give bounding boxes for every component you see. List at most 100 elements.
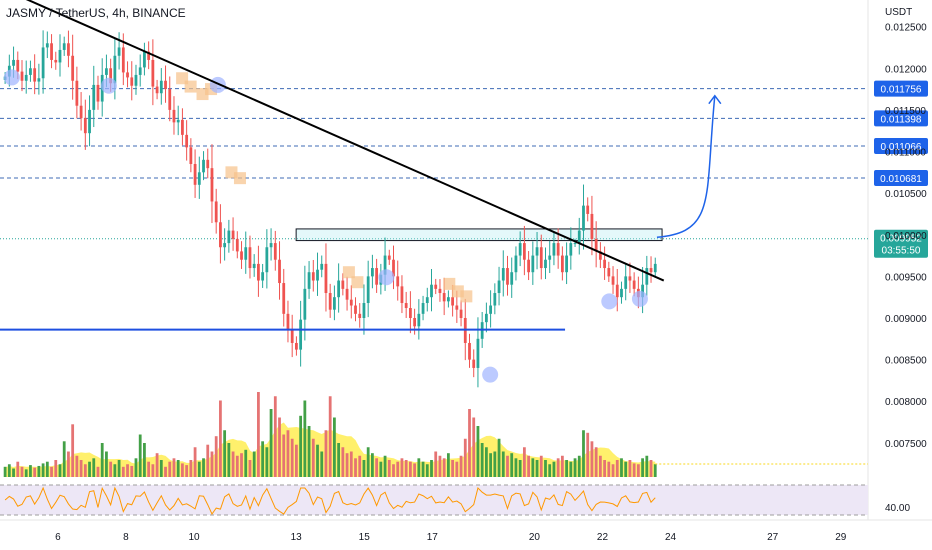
candle-body [358, 313, 362, 318]
volume-bar [92, 458, 96, 477]
candle-body [328, 293, 332, 310]
pattern-square-marker [184, 80, 197, 93]
candle-body [109, 68, 113, 84]
candle-body [261, 272, 265, 281]
volume-bar [514, 458, 518, 477]
candle-body [586, 205, 590, 214]
horizontal-levels[interactable]: 0.011756 0.011398 0.011066 0.010681 0.009952… [0, 80, 928, 258]
candle-body [552, 243, 556, 256]
volume-bar [560, 455, 564, 477]
volume-bar [552, 461, 556, 477]
volume-bar [518, 460, 522, 477]
volume-bar [197, 461, 201, 477]
volume-bar [202, 458, 205, 477]
candle-body [493, 293, 497, 306]
price-tick-label: 0.011000 [885, 148, 926, 159]
volume-bar [590, 441, 594, 477]
volume-bar [358, 455, 362, 477]
pattern-square-marker [233, 172, 246, 185]
volume-bar [7, 464, 11, 477]
price-axis[interactable]: 0.012500 0.012000 0.011500 0.011000 0.010500… [885, 23, 927, 450]
volume-bar [62, 441, 66, 477]
price-level-tag[interactable] [874, 80, 928, 97]
volume-bar [349, 451, 353, 477]
volume-bar [295, 444, 298, 477]
volume-bar [109, 461, 113, 477]
volume-bar [172, 458, 176, 477]
candle-body [168, 89, 172, 110]
volume-bar [446, 453, 450, 477]
candle-body [565, 255, 568, 273]
candle-body [506, 268, 509, 285]
candle-body [645, 268, 649, 285]
candle-body [138, 67, 142, 75]
volume-bar [421, 461, 425, 477]
volume-bar [219, 400, 222, 477]
projection-arrow[interactable] [656, 95, 716, 238]
candle-body [497, 280, 501, 294]
resistance-zone[interactable] [295, 228, 663, 242]
candle-body [147, 51, 151, 60]
volume-bar [484, 447, 488, 477]
volume-bar [615, 460, 619, 477]
candle-body [248, 247, 252, 269]
candle-body [455, 305, 459, 310]
current-price-tag[interactable] [874, 229, 928, 258]
candle-body [273, 243, 277, 260]
volume-bar [134, 458, 138, 477]
volume-bar [159, 460, 163, 477]
candle-body [172, 109, 176, 123]
candle-body [362, 303, 366, 318]
candle-body [134, 74, 138, 86]
candle-body [653, 263, 657, 273]
candle-body [210, 168, 214, 202]
candle-body [240, 251, 243, 260]
pattern-circle-marker [482, 366, 499, 383]
candle-body [37, 78, 41, 82]
volume-bar [573, 458, 577, 477]
candle-body [417, 313, 421, 327]
price-level-tag[interactable] [874, 170, 928, 187]
symbol-title[interactable]: JASMY / TetherUS, 4h, BINANCE [6, 6, 186, 20]
resistance-box[interactable] [295, 228, 663, 242]
candle-body [189, 147, 193, 164]
candle-body [590, 213, 594, 239]
candle-body [303, 288, 307, 320]
candle-body [12, 59, 15, 66]
time-tick-label: 24 [665, 532, 677, 543]
candle-body [88, 109, 91, 134]
volume-bar [252, 451, 256, 477]
pattern-circle-marker [209, 76, 226, 93]
volume-bar [362, 460, 366, 477]
candle-body [105, 68, 108, 75]
volume-bar [29, 465, 32, 477]
volume-bar [210, 451, 214, 477]
candle-body [387, 255, 391, 260]
drawing-lines[interactable] [0, 0, 722, 331]
candle-body [235, 238, 239, 252]
price-tick-label: 0.008500 [885, 356, 927, 367]
candle-body [41, 47, 45, 79]
candle-body [50, 43, 53, 60]
candle-body [79, 105, 83, 119]
candle-body [615, 284, 619, 298]
volume-bar [231, 451, 235, 477]
candle-body [316, 269, 319, 281]
price-level-tag[interactable] [874, 110, 928, 127]
volume-bar [282, 434, 286, 477]
volume-bar [269, 409, 273, 477]
volume-bar [33, 467, 37, 477]
time-axis[interactable]: 6 8 10 13 15 17 20 22 24 27 29 [55, 532, 847, 543]
volume-bar [316, 444, 319, 477]
volume-bar [345, 453, 349, 477]
time-tick-label: 29 [835, 532, 847, 543]
time-tick-label: 20 [529, 532, 541, 543]
price-level-tag[interactable] [874, 138, 928, 155]
volume-bar [67, 451, 70, 477]
candle-body [560, 255, 564, 273]
candle-body [544, 259, 547, 269]
volume-bar [96, 466, 100, 477]
volume-bar [303, 400, 307, 477]
descending-trendline[interactable] [0, 0, 665, 282]
